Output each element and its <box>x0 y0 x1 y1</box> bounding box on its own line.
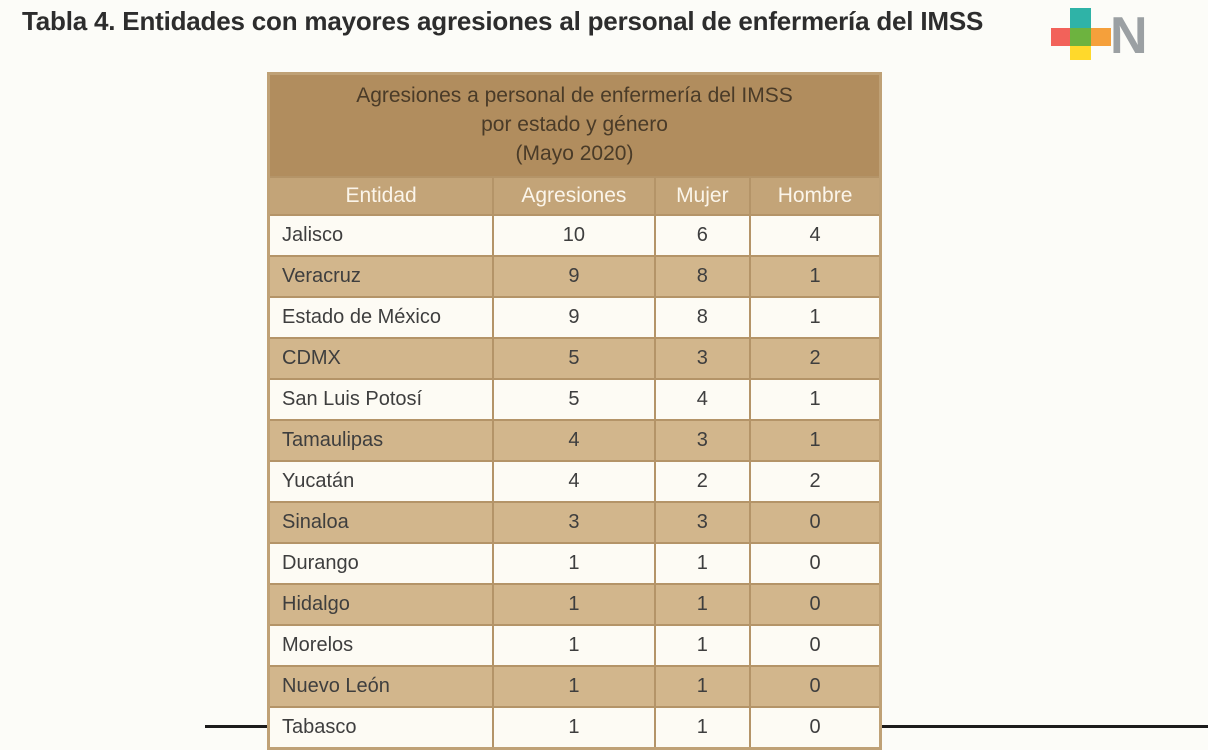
table-row: Tamaulipas 4 3 1 <box>267 419 882 462</box>
cell-hombre: 1 <box>749 255 882 298</box>
cell-entidad: Morelos <box>267 624 495 667</box>
column-header-mujer: Mujer <box>653 176 752 216</box>
table-row: Morelos 1 1 0 <box>267 624 882 667</box>
cell-mujer: 4 <box>653 378 752 421</box>
cell-hombre: 0 <box>749 583 882 626</box>
logo-plus-red-block <box>1051 28 1070 46</box>
logo-plus-green-block <box>1070 28 1091 46</box>
cell-hombre: 1 <box>749 419 882 462</box>
cell-agresiones: 1 <box>492 706 656 750</box>
table-body: Jalisco 10 6 4 Veracruz 9 8 1 Estado de … <box>267 214 882 750</box>
cell-hombre: 2 <box>749 460 882 503</box>
cell-mujer: 1 <box>653 624 752 667</box>
cell-agresiones: 9 <box>492 296 656 339</box>
table-title-line-1: Agresiones a personal de enfermería del … <box>356 84 793 107</box>
cell-hombre: 4 <box>749 214 882 257</box>
cell-mujer: 1 <box>653 542 752 585</box>
cell-agresiones: 10 <box>492 214 656 257</box>
cell-entidad: Yucatán <box>267 460 495 503</box>
cell-entidad: Jalisco <box>267 214 495 257</box>
cell-mujer: 6 <box>653 214 752 257</box>
cell-mujer: 8 <box>653 296 752 339</box>
logo-plus-orange-block <box>1091 28 1111 46</box>
cell-hombre: 1 <box>749 296 882 339</box>
table-row: Tabasco 1 1 0 <box>267 706 882 750</box>
cell-mujer: 2 <box>653 460 752 503</box>
cell-agresiones: 5 <box>492 337 656 380</box>
plus-n-logo: N <box>1050 6 1164 62</box>
table-row: Hidalgo 1 1 0 <box>267 583 882 626</box>
table-row: Durango 1 1 0 <box>267 542 882 585</box>
table-row: CDMX 5 3 2 <box>267 337 882 380</box>
column-header-agresiones: Agresiones <box>492 176 656 216</box>
cell-hombre: 0 <box>749 624 882 667</box>
table-row: Estado de México 9 8 1 <box>267 296 882 339</box>
cell-entidad: Hidalgo <box>267 583 495 626</box>
table-title: Agresiones a personal de enfermería del … <box>267 72 882 178</box>
cell-hombre: 0 <box>749 542 882 585</box>
table-title-line-2: por estado y género <box>481 113 668 136</box>
cell-hombre: 0 <box>749 665 882 708</box>
cell-entidad: San Luis Potosí <box>267 378 495 421</box>
cell-mujer: 3 <box>653 337 752 380</box>
logo-n-letter: N <box>1110 7 1148 65</box>
cell-entidad: CDMX <box>267 337 495 380</box>
cell-hombre: 1 <box>749 378 882 421</box>
table-row: San Luis Potosí 5 4 1 <box>267 378 882 421</box>
cell-agresiones: 1 <box>492 542 656 585</box>
cell-agresiones: 9 <box>492 255 656 298</box>
cell-entidad: Tabasco <box>267 706 495 750</box>
cell-mujer: 1 <box>653 583 752 626</box>
table-title-row: Agresiones a personal de enfermería del … <box>267 72 882 178</box>
cell-agresiones: 4 <box>492 419 656 462</box>
cell-entidad: Sinaloa <box>267 501 495 544</box>
cell-entidad: Veracruz <box>267 255 495 298</box>
table-row: Yucatán 4 2 2 <box>267 460 882 503</box>
cell-agresiones: 1 <box>492 583 656 626</box>
cell-hombre: 0 <box>749 706 882 750</box>
cell-mujer: 3 <box>653 501 752 544</box>
logo-plus-yellow-block <box>1070 46 1091 60</box>
cell-mujer: 1 <box>653 706 752 750</box>
table-row: Sinaloa 3 3 0 <box>267 501 882 544</box>
cell-agresiones: 1 <box>492 665 656 708</box>
cell-entidad: Nuevo León <box>267 665 495 708</box>
cell-hombre: 2 <box>749 337 882 380</box>
aggressions-table: Agresiones a personal de enfermería del … <box>267 72 882 750</box>
cell-mujer: 3 <box>653 419 752 462</box>
cell-agresiones: 4 <box>492 460 656 503</box>
page-title: Tabla 4. Entidades con mayores agresione… <box>22 6 984 36</box>
logo-plus-teal-block <box>1070 8 1091 28</box>
cell-entidad: Durango <box>267 542 495 585</box>
cell-entidad: Tamaulipas <box>267 419 495 462</box>
table-row: Jalisco 10 6 4 <box>267 214 882 257</box>
table-row: Nuevo León 1 1 0 <box>267 665 882 708</box>
column-header-entidad: Entidad <box>267 176 495 216</box>
cell-agresiones: 3 <box>492 501 656 544</box>
cell-mujer: 1 <box>653 665 752 708</box>
cell-hombre: 0 <box>749 501 882 544</box>
table-title-line-3: (Mayo 2020) <box>515 142 634 165</box>
cell-mujer: 8 <box>653 255 752 298</box>
table-row: Veracruz 9 8 1 <box>267 255 882 298</box>
cell-agresiones: 5 <box>492 378 656 421</box>
cell-entidad: Estado de México <box>267 296 495 339</box>
column-header-row: Entidad Agresiones Mujer Hombre <box>267 176 882 216</box>
cell-agresiones: 1 <box>492 624 656 667</box>
column-header-hombre: Hombre <box>749 176 882 216</box>
